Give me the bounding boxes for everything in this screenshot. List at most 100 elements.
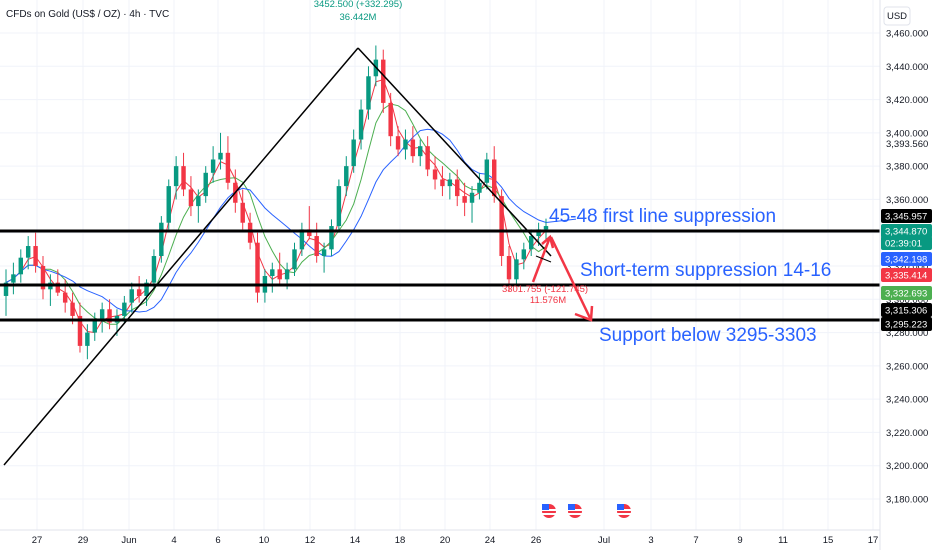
x-tick-label: 26	[531, 535, 542, 546]
candle-body[interactable]	[321, 249, 327, 257]
symbol-title: CFDs on Gold (US$ / OZ) · 4h · TVC	[6, 9, 169, 20]
candle-body[interactable]	[440, 179, 445, 187]
price-axis-marker: 3,393.560	[886, 139, 928, 150]
candle-body[interactable]	[543, 226, 549, 230]
candle-body[interactable]	[203, 172, 208, 197]
candle-body[interactable]	[358, 109, 364, 140]
candle-body[interactable]	[366, 76, 371, 110]
candle-body[interactable]	[536, 229, 541, 237]
candle-body[interactable]	[484, 159, 490, 183]
price-badge[interactable]	[881, 236, 932, 250]
candle-body[interactable]	[107, 309, 112, 323]
candle-body[interactable]	[462, 196, 467, 203]
candle-body[interactable]	[395, 136, 401, 150]
candle-body[interactable]	[492, 159, 497, 197]
candle-body[interactable]	[403, 139, 408, 150]
forecast-arrow-down[interactable]	[549, 236, 593, 321]
candle-body[interactable]	[181, 166, 186, 190]
us-flag-event-icon[interactable]	[568, 504, 582, 518]
candle-body[interactable]	[70, 302, 75, 316]
ma-slow-line	[5, 128, 577, 313]
candle-body[interactable]	[173, 166, 179, 187]
candle-body[interactable]	[18, 257, 24, 275]
candle-body[interactable]	[166, 186, 171, 223]
x-tick-label: 3	[648, 535, 653, 546]
candle-body[interactable]	[381, 59, 386, 103]
candle-body[interactable]	[151, 256, 157, 283]
price-badge[interactable]	[881, 209, 932, 223]
candle-body[interactable]	[418, 146, 423, 157]
candle-body[interactable]	[270, 269, 275, 276]
candle-body[interactable]	[144, 282, 149, 296]
candle-body[interactable]	[122, 302, 127, 316]
candle-body[interactable]	[528, 236, 534, 250]
candle-body[interactable]	[33, 246, 38, 266]
candle-body[interactable]	[410, 139, 416, 157]
candle-body[interactable]	[85, 332, 90, 346]
candle-body[interactable]	[336, 186, 342, 227]
x-tick-label: 7	[693, 535, 698, 546]
candle-body[interactable]	[240, 202, 245, 223]
candle-body[interactable]	[40, 266, 46, 290]
candle-body[interactable]	[299, 229, 305, 250]
candle-body[interactable]	[425, 146, 430, 170]
candle-body[interactable]	[307, 229, 312, 237]
candle-body[interactable]	[129, 289, 134, 303]
low-volume: 11.576M	[530, 295, 566, 306]
candle-body[interactable]	[455, 179, 460, 197]
candle-body[interactable]	[277, 269, 282, 280]
candle-body[interactable]	[77, 315, 83, 346]
y-tick-label: 3,320.000	[886, 262, 928, 273]
forecast-arrow-up[interactable]	[531, 236, 552, 283]
candle-body[interactable]	[11, 274, 16, 283]
downtrend-line[interactable]	[357, 47, 552, 257]
candle-body[interactable]	[351, 139, 356, 167]
candle-body[interactable]	[514, 259, 519, 280]
forecast-arrow-up-head	[541, 234, 555, 249]
candle-body[interactable]	[292, 249, 297, 270]
candle-body[interactable]	[99, 309, 105, 320]
candle-body[interactable]	[218, 152, 223, 160]
price-badge[interactable]	[881, 268, 932, 282]
candle-body[interactable]	[388, 102, 393, 137]
candle-body[interactable]	[62, 292, 68, 303]
candle-body[interactable]	[25, 246, 31, 258]
price-badge[interactable]	[881, 224, 932, 238]
candle-body[interactable]	[196, 196, 201, 207]
candle-body[interactable]	[92, 319, 97, 333]
candle-body[interactable]	[314, 236, 319, 257]
uptrend-line[interactable]	[3, 47, 359, 466]
candle-body[interactable]	[255, 242, 260, 293]
candle-body[interactable]	[210, 159, 216, 173]
candle-body[interactable]	[159, 222, 164, 257]
candle-body[interactable]	[225, 152, 231, 183]
y-tick-label: 3,240.000	[886, 395, 928, 406]
candle-body[interactable]	[344, 166, 349, 187]
candle-body[interactable]	[447, 179, 453, 187]
candle-body[interactable]	[284, 269, 290, 280]
candle-body[interactable]	[432, 169, 438, 180]
candle-body[interactable]	[469, 192, 475, 203]
price-badge[interactable]	[881, 317, 932, 331]
candle-body[interactable]	[499, 196, 504, 257]
us-flag-event-icon[interactable]	[542, 504, 556, 518]
us-flag-event-icon[interactable]	[617, 504, 631, 518]
candle-body[interactable]	[329, 226, 334, 250]
currency-button[interactable]	[883, 6, 911, 26]
candle-body[interactable]	[55, 282, 60, 293]
price-axis: 3,460.000 3,440.000 3,420.000 3,400.000 3,38…	[886, 29, 928, 506]
candle-body[interactable]	[136, 289, 142, 296]
candle-body[interactable]	[477, 182, 482, 193]
candle-body[interactable]	[188, 189, 194, 207]
candle-body[interactable]	[247, 222, 253, 243]
price-badge[interactable]	[881, 252, 932, 266]
price-badge[interactable]	[881, 286, 932, 300]
candle-body[interactable]	[3, 282, 9, 296]
x-tick-label: 29	[78, 535, 89, 546]
annotation-first-line-suppression: 45-48 first line suppression	[549, 206, 776, 227]
candle-body[interactable]	[521, 249, 527, 260]
price-badge[interactable]	[881, 303, 932, 317]
candle-body[interactable]	[506, 256, 512, 280]
